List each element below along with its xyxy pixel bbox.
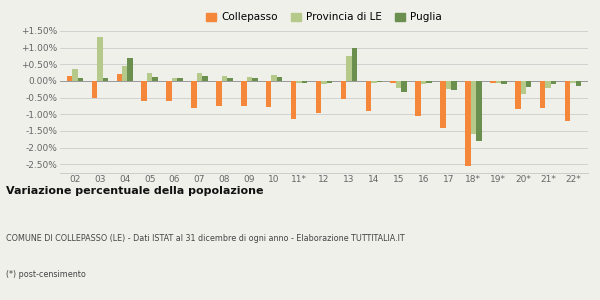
- Bar: [576, 81, 581, 86]
- Bar: [291, 81, 296, 119]
- Bar: [227, 77, 233, 81]
- Bar: [551, 81, 556, 84]
- Bar: [415, 81, 421, 116]
- Bar: [241, 81, 247, 106]
- Bar: [396, 81, 401, 88]
- Bar: [142, 81, 147, 101]
- Bar: [440, 81, 446, 128]
- Bar: [178, 78, 183, 81]
- Bar: [202, 76, 208, 81]
- Bar: [77, 77, 83, 81]
- Bar: [490, 81, 496, 82]
- Bar: [122, 66, 127, 81]
- Bar: [127, 58, 133, 81]
- Bar: [67, 76, 72, 81]
- Text: Variazione percentuale della popolazione: Variazione percentuale della popolazione: [6, 186, 263, 196]
- Bar: [545, 81, 551, 88]
- Bar: [97, 37, 103, 81]
- Bar: [321, 81, 327, 84]
- Text: COMUNE DI COLLEPASSO (LE) - Dati ISTAT al 31 dicembre di ogni anno - Elaborazion: COMUNE DI COLLEPASSO (LE) - Dati ISTAT a…: [6, 234, 404, 243]
- Bar: [221, 76, 227, 81]
- Bar: [327, 81, 332, 83]
- Bar: [446, 81, 451, 89]
- Bar: [465, 81, 470, 166]
- Bar: [346, 56, 352, 81]
- Bar: [152, 77, 158, 81]
- Legend: Collepasso, Provincia di LE, Puglia: Collepasso, Provincia di LE, Puglia: [202, 8, 446, 26]
- Bar: [277, 77, 283, 81]
- Bar: [401, 81, 407, 92]
- Bar: [247, 77, 252, 81]
- Bar: [252, 77, 257, 81]
- Bar: [341, 81, 346, 99]
- Bar: [565, 81, 571, 121]
- Bar: [427, 81, 432, 83]
- Bar: [302, 81, 307, 82]
- Bar: [421, 81, 427, 84]
- Bar: [296, 81, 302, 82]
- Bar: [166, 81, 172, 101]
- Bar: [451, 81, 457, 90]
- Bar: [371, 81, 377, 82]
- Bar: [92, 81, 97, 98]
- Bar: [116, 74, 122, 81]
- Bar: [515, 81, 521, 109]
- Bar: [377, 81, 382, 82]
- Bar: [470, 81, 476, 134]
- Bar: [271, 75, 277, 81]
- Bar: [540, 81, 545, 107]
- Bar: [172, 77, 178, 81]
- Bar: [103, 77, 108, 81]
- Bar: [316, 81, 321, 113]
- Bar: [571, 81, 576, 83]
- Bar: [197, 73, 202, 81]
- Bar: [521, 81, 526, 94]
- Bar: [147, 73, 152, 81]
- Bar: [391, 81, 396, 82]
- Bar: [476, 81, 482, 141]
- Bar: [191, 81, 197, 107]
- Bar: [216, 81, 221, 106]
- Bar: [352, 48, 357, 81]
- Bar: [72, 69, 77, 81]
- Bar: [501, 81, 506, 83]
- Bar: [496, 81, 501, 82]
- Text: (*) post-censimento: (*) post-censimento: [6, 270, 86, 279]
- Bar: [365, 81, 371, 111]
- Bar: [526, 81, 532, 87]
- Bar: [266, 81, 271, 107]
